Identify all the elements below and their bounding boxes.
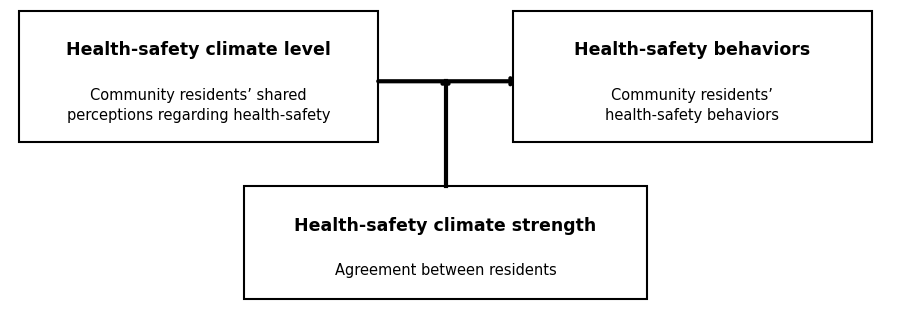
FancyBboxPatch shape bbox=[19, 11, 378, 142]
Text: Health-safety behaviors: Health-safety behaviors bbox=[574, 41, 810, 59]
Text: Health-safety climate strength: Health-safety climate strength bbox=[294, 217, 597, 235]
FancyBboxPatch shape bbox=[244, 186, 647, 299]
Text: Health-safety climate level: Health-safety climate level bbox=[67, 41, 331, 59]
Text: Agreement between residents: Agreement between residents bbox=[335, 263, 556, 278]
FancyBboxPatch shape bbox=[513, 11, 872, 142]
Text: Community residents’
health-safety behaviors: Community residents’ health-safety behav… bbox=[605, 88, 779, 123]
Text: Community residents’ shared
perceptions regarding health-safety: Community residents’ shared perceptions … bbox=[67, 88, 330, 123]
